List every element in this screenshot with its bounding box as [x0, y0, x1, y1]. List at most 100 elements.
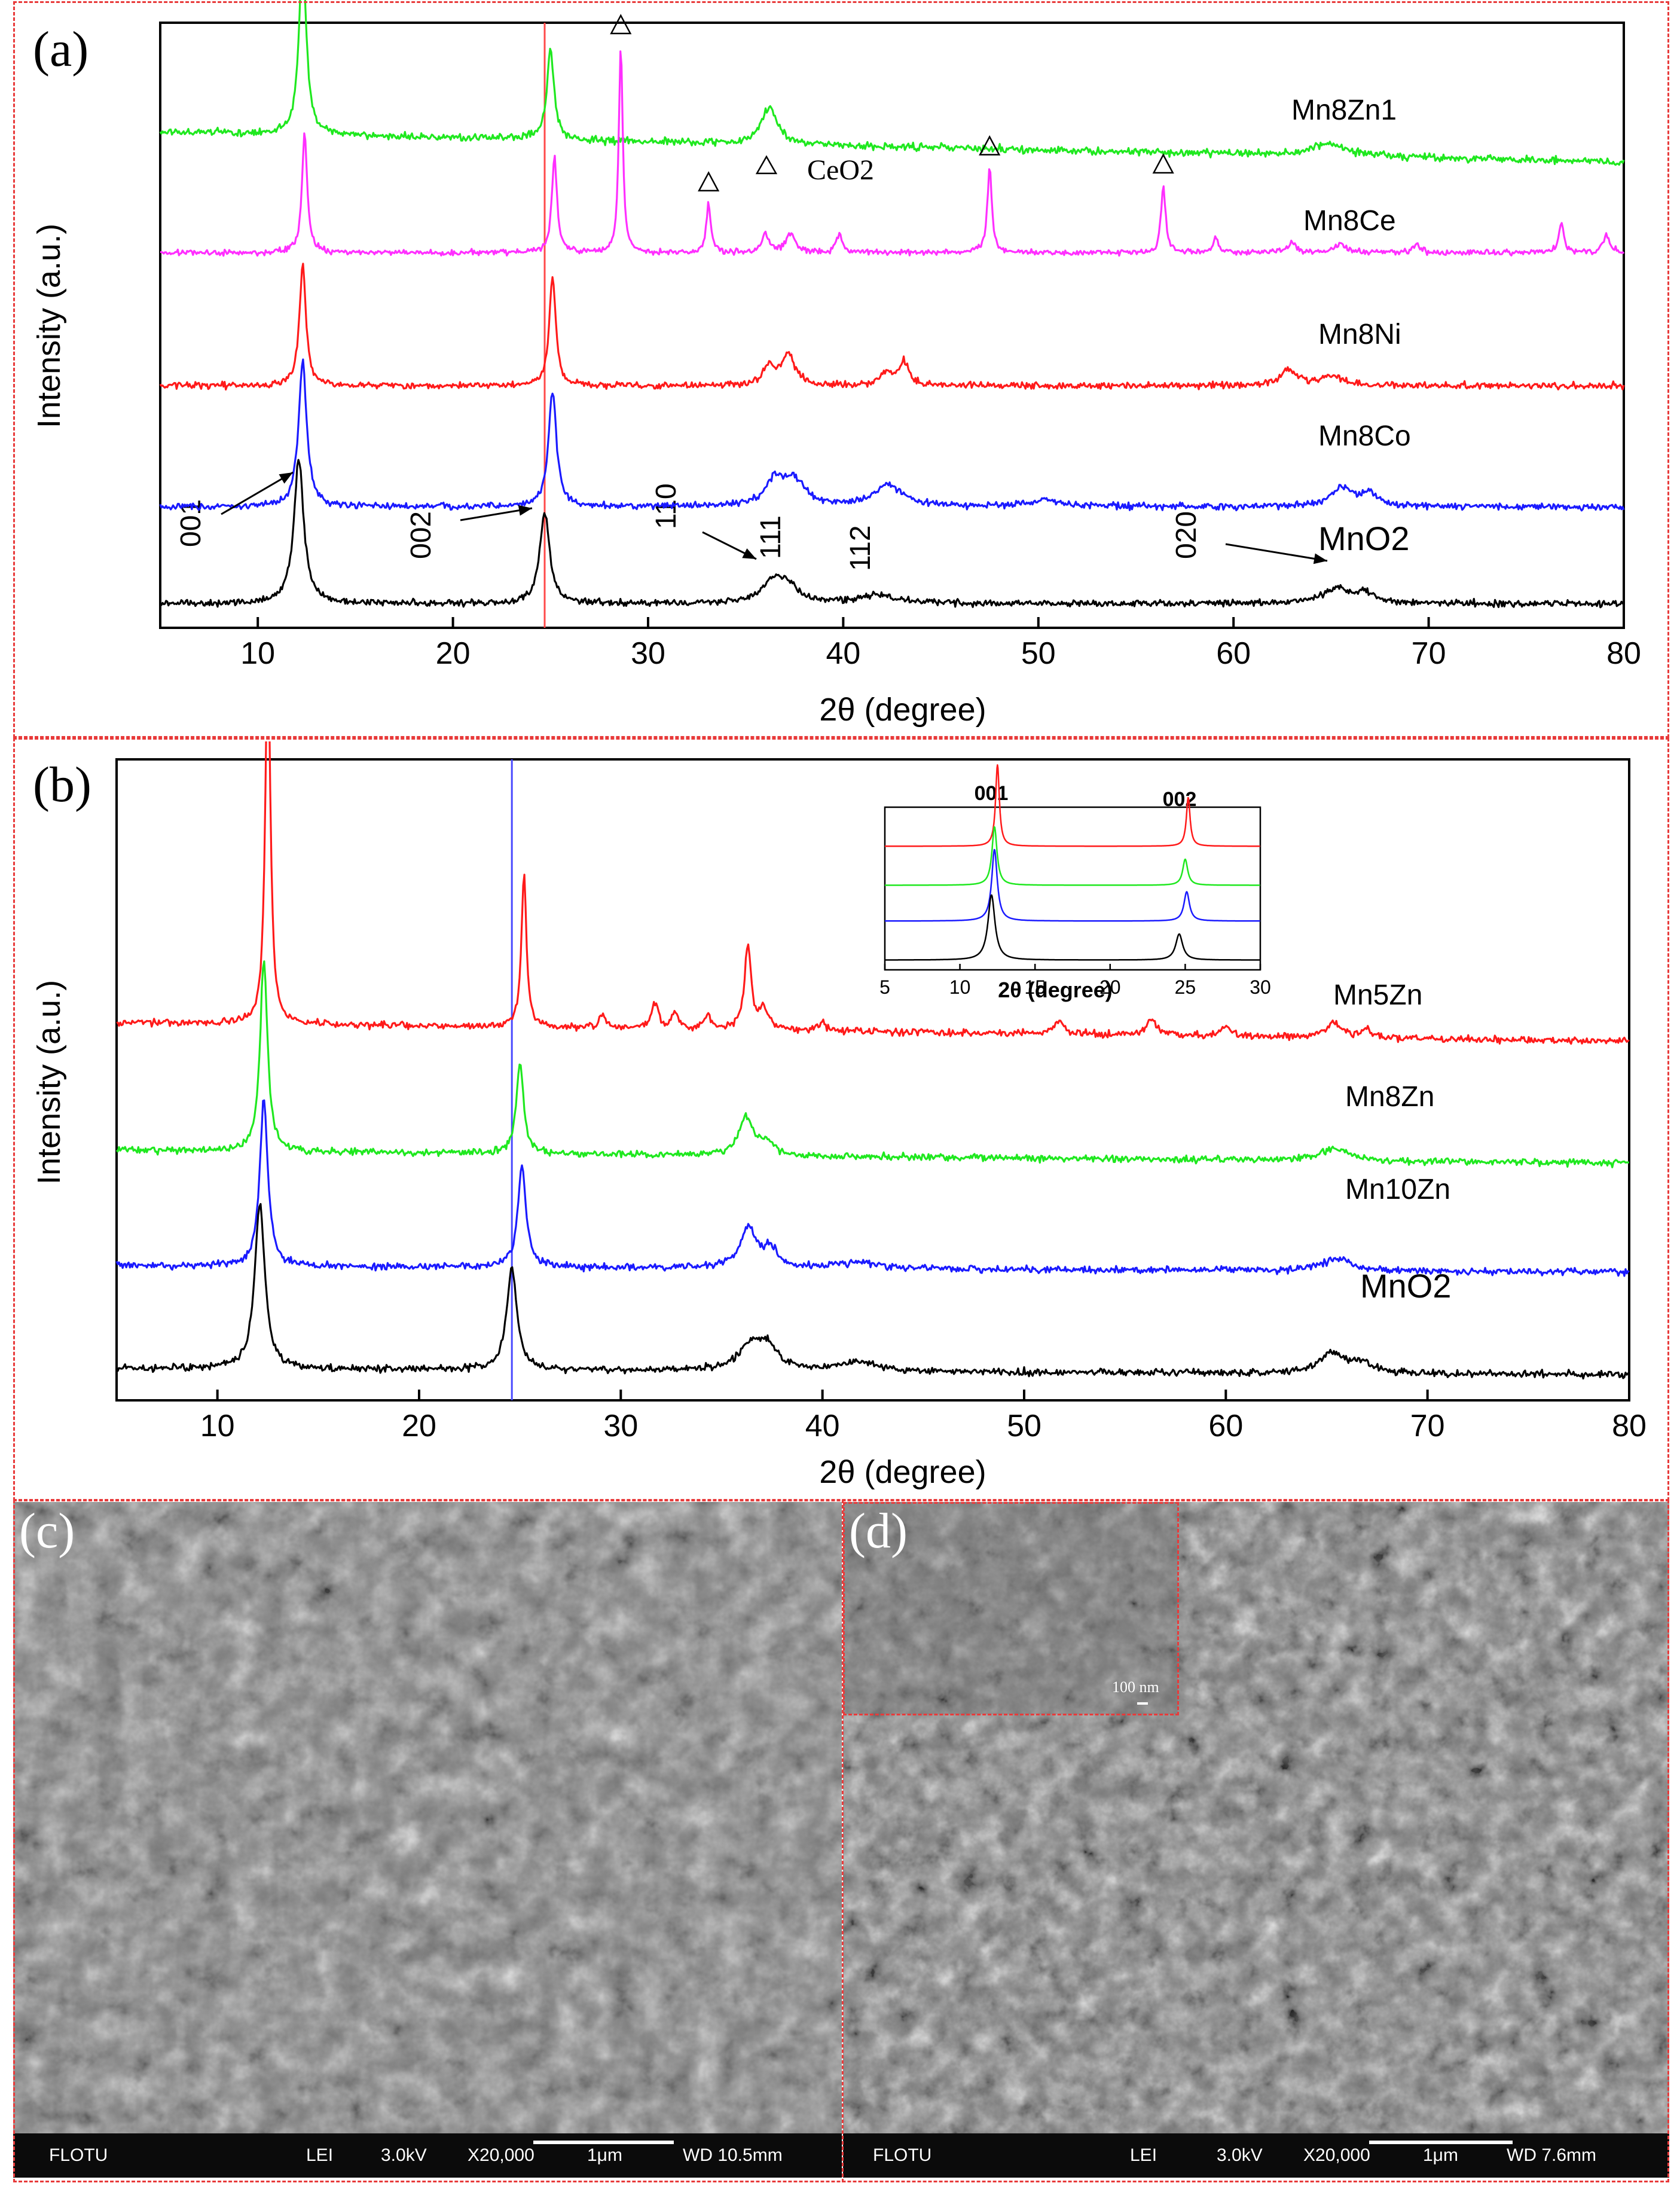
series-label-mn8ce: Mn8Ce [1303, 205, 1396, 237]
xrd-chart-b: (b) Intensity (a.u.) 2θ (degree) Mn5Zn M… [31, 741, 1647, 1490]
x-tick-label-10: 10 [949, 976, 971, 998]
x-tick-label-80: 80 [1606, 636, 1641, 671]
ceo2-marker-2 [979, 135, 1001, 155]
x-tick-label-70: 70 [1412, 636, 1446, 671]
series-label-mn5zn: Mn5Zn [1333, 979, 1422, 1011]
x-tick-label-60: 60 [1216, 636, 1251, 671]
x-tick-label-60: 60 [1208, 1409, 1243, 1443]
series-label-mn8zn: Mn8Zn [1345, 1081, 1434, 1113]
sem-d-detector: FLOTU [873, 2145, 932, 2165]
x-tick-label-20: 20 [402, 1409, 436, 1443]
series-label-mn8zn1: Mn8Zn1 [1291, 94, 1397, 126]
sem-info-bar-d: FLOTU LEI 3.0kV X20,000 1μm WD 7.6mm [843, 2133, 1669, 2178]
x-tick-label-80: 80 [1612, 1409, 1647, 1443]
sem-d-inset-frame [843, 1502, 1179, 1715]
peak-arrowhead-0 [279, 472, 293, 484]
xlabel-b: 2θ (degree) [819, 1454, 986, 1490]
x-tick-label-25: 25 [1175, 976, 1196, 998]
ceo2-marker-0 [610, 14, 632, 35]
xrd-chart-a: (a) Intensity (a.u.) 2θ (degree) CeO2 Mn… [31, 0, 1641, 728]
series-line-mn8zn [884, 826, 1261, 886]
sem-image-c: (c) FLOTU LEI 3.0kV X20,000 1μm WD 10.5m… [13, 1502, 842, 2178]
sem-c-scale-bar [533, 2141, 674, 2144]
sem-d-inset-scale-label: 100 nm [1112, 1678, 1159, 1696]
panel-frame-sem [13, 1500, 1669, 2182]
sem-info-bar-c: FLOTU LEI 3.0kV X20,000 1μm WD 10.5mm [13, 2133, 842, 2178]
panel-label-a: (a) [33, 22, 88, 77]
ceo2-marker-3 [1152, 153, 1174, 174]
x-tick-label-70: 70 [1410, 1409, 1445, 1443]
series-line-mn5zn [884, 764, 1261, 847]
x-tick-label-5: 5 [879, 976, 890, 998]
sem-d-kv: 3.0kV [1217, 2145, 1263, 2165]
plot-frame [159, 22, 1625, 629]
x-tick-label-40: 40 [826, 636, 860, 671]
series-line-mn8co [159, 358, 1625, 512]
panel-frame-a [13, 1, 1669, 738]
series-label-mn8co: Mn8Co [1318, 420, 1411, 452]
panel-frame-b [13, 738, 1669, 1501]
series-label-mn8ni: Mn8Ni [1318, 319, 1401, 350]
panel-label-c: (c) [19, 1503, 75, 1559]
series-line-mn5zn [116, 741, 1630, 1045]
ylabel-a: Intensity (a.u.) [31, 224, 67, 428]
sem-d-inset-scale-bar [1137, 1702, 1148, 1705]
x-tick-label-20: 20 [436, 636, 471, 671]
sem-d-mode: LEI [1130, 2145, 1157, 2165]
peak-arrowhead-3 [1313, 553, 1327, 564]
inset-chart: 5 10 15 20 25 30 [879, 764, 1271, 998]
sem-c-kv: 3.0kV [381, 2145, 427, 2165]
series-line-mn8zn1 [159, 0, 1625, 166]
peak-index-002: 002 [405, 511, 437, 559]
ceo2-marker-1 [698, 171, 720, 192]
sem-c-detector: FLOTU [49, 2145, 108, 2165]
x-tick-label-50: 50 [1021, 636, 1056, 671]
x-tick-label-30: 30 [631, 636, 665, 671]
sem-c-mag: X20,000 [468, 2145, 534, 2165]
ceo2-legend-marker [755, 155, 778, 175]
sem-d-mag: X20,000 [1303, 2145, 1370, 2165]
ylabel-b: Intensity (a.u.) [31, 980, 67, 1184]
panel-label-b: (b) [33, 757, 91, 813]
peak-index-112: 112 [845, 525, 876, 571]
peak-arrow-0 [221, 471, 294, 515]
x-tick-label-40: 40 [805, 1409, 840, 1443]
plot-frame [115, 758, 1630, 1402]
series-line-mno2 [159, 459, 1625, 609]
plot-frame [884, 806, 1261, 971]
sem-texture-c [13, 1502, 842, 2178]
x-tick-label-10: 10 [200, 1409, 235, 1443]
series-line-mn8ni [159, 262, 1625, 391]
x-tick-label-10: 10 [240, 636, 275, 671]
series-line-mn10zn [884, 848, 1261, 922]
peak-arrowhead-2 [742, 548, 756, 559]
series-label-mno2-b: MnO2 [1360, 1267, 1452, 1305]
series-line-mno2 [884, 894, 1261, 961]
peak-arrow-3 [1225, 543, 1328, 562]
panel-divider-cd [842, 1500, 844, 2182]
x-tick-label-15: 15 [1024, 976, 1046, 998]
sem-c-scale: 1μm [587, 2145, 622, 2165]
sem-texture-d [843, 1502, 1669, 2178]
x-tick-label-20: 20 [1099, 976, 1121, 998]
sem-image-d: (d) 100 nm FLOTU LEI 3.0kV X20,000 1μm W… [843, 1502, 1669, 2178]
peak-index-020: 020 [1171, 511, 1202, 559]
sem-d-wd: WD 7.6mm [1507, 2145, 1596, 2165]
sem-c-wd: WD 10.5mm [683, 2145, 783, 2165]
sem-d-scale-bar [1369, 2141, 1513, 2144]
sem-d-scale: 1μm [1423, 2145, 1458, 2165]
series-line-mno2 [115, 1203, 1630, 1380]
series-line-mn8ce [160, 50, 1625, 257]
inset-peak-001: 001 [975, 782, 1009, 805]
sem-c-mode: LEI [306, 2145, 334, 2165]
peak-arrowhead-1 [518, 505, 532, 516]
x-tick-label-30: 30 [603, 1409, 638, 1443]
peak-index-111: 111 [755, 515, 787, 559]
x-tick-label-30: 30 [1250, 976, 1271, 998]
series-label-mno2-a: MnO2 [1318, 520, 1410, 557]
x-tick-label-50: 50 [1007, 1409, 1041, 1443]
xlabel-a: 2θ (degree) [819, 692, 986, 728]
series-line-mn8zn [115, 960, 1629, 1168]
ceo2-legend: CeO2 [807, 154, 874, 186]
